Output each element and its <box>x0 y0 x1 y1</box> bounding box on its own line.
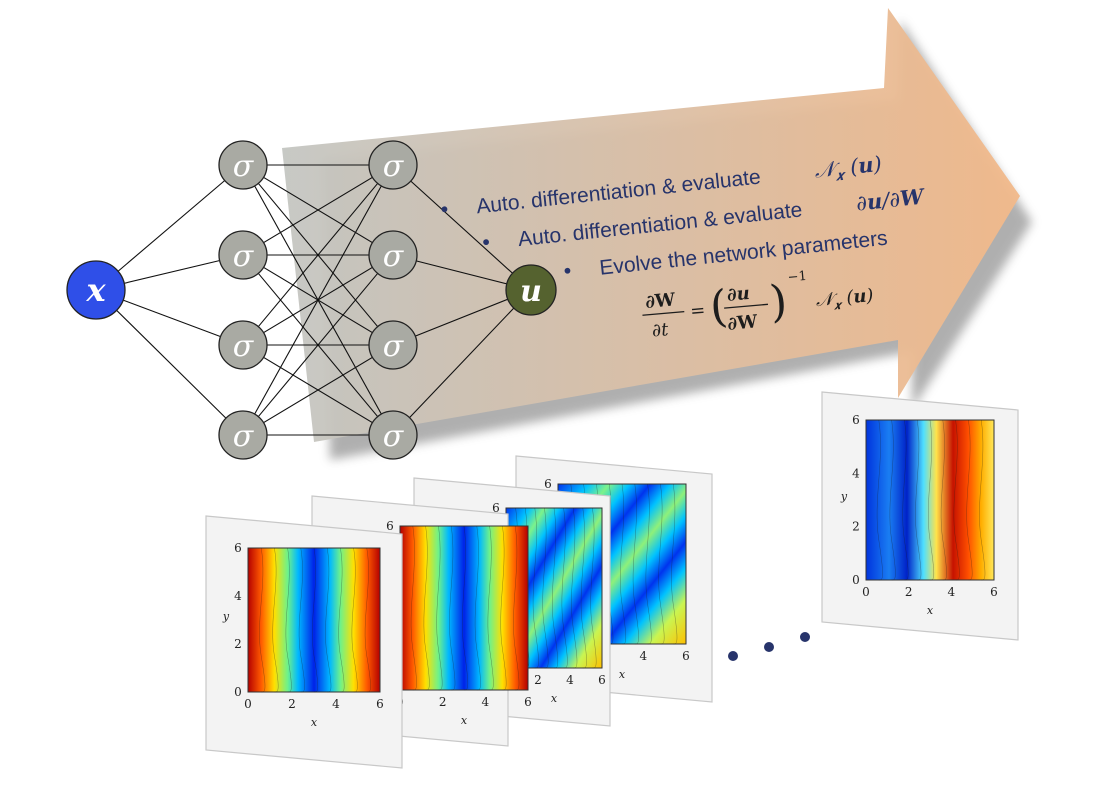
network-edge <box>242 344 394 436</box>
snapshot-2-xtick: 6 <box>524 695 532 709</box>
svg-text:): ) <box>768 276 790 328</box>
snapshot-3-xtick: 6 <box>598 673 606 687</box>
snapshot-3-xlabel: x <box>551 692 558 705</box>
snapshot-final-xtick: 6 <box>990 585 998 599</box>
snapshot-1-ytick: 2 <box>234 637 242 651</box>
svg-text:∂W: ∂W <box>727 311 759 335</box>
network-edge <box>95 289 244 436</box>
snapshot-4-xtick: 6 <box>682 649 690 663</box>
big-arrow <box>282 8 1032 460</box>
snapshot-2-xtick: 4 <box>482 695 490 709</box>
snapshot-1-ytick: 0 <box>234 685 242 699</box>
hidden-node-l2-4: σ <box>368 410 418 460</box>
svg-text:−1: −1 <box>787 269 807 286</box>
snapshot-2-xtick: 2 <box>439 695 447 709</box>
hidden-node-l1-4: σ <box>218 410 268 460</box>
network-edge <box>242 164 394 346</box>
bullet-marker-1: • <box>437 197 451 222</box>
input-node-x-label: x <box>85 271 106 309</box>
ellipsis-dot-2 <box>764 642 774 652</box>
snapshot-1-xtick: 6 <box>376 697 384 711</box>
hidden-node-l1-1-label: σ <box>233 149 255 184</box>
hidden-node-l2-3-label: σ <box>383 329 405 364</box>
hidden-node-l2-3: σ <box>368 320 418 370</box>
snapshot-final: 0 2 4 6 0 2 4 6 x y <box>821 391 1019 641</box>
ellipsis-dot-3 <box>800 632 810 642</box>
network-edge <box>242 164 394 436</box>
hidden-node-l2-2-label: σ <box>383 239 405 274</box>
hidden-node-l2-4-label: σ <box>383 419 405 454</box>
input-node-x: x <box>66 260 126 320</box>
svg-text:=: = <box>689 300 706 322</box>
hidden-node-l1-4-label: σ <box>233 419 255 454</box>
network-edge <box>95 164 244 291</box>
snapshot-1-ytick: 6 <box>234 541 242 555</box>
snapshot-3-ytick: 6 <box>492 501 500 515</box>
output-node-u-label: u <box>520 274 542 309</box>
hidden-node-l1-1: σ <box>218 140 268 190</box>
ellipsis-dot-1 <box>728 651 738 661</box>
snapshot-final-xtick: 0 <box>862 585 870 599</box>
snapshot-final-xlabel: x <box>927 604 934 617</box>
snapshot-1-xtick: 0 <box>244 697 252 711</box>
snapshot-1-ytick: 4 <box>234 589 242 603</box>
hidden-node-l1-3-label: σ <box>233 329 255 364</box>
snapshot-final-xtick: 2 <box>905 585 913 599</box>
snapshot-3-xtick: 2 <box>534 673 542 687</box>
svg-text:(: ( <box>708 281 730 333</box>
snapshot-1-contour <box>247 547 381 693</box>
snapshot-1-ylabel: y <box>222 610 230 623</box>
snapshot-3-xtick: 4 <box>566 673 574 687</box>
snapshot-final-ytick: 2 <box>852 520 860 534</box>
network-edge <box>392 164 532 291</box>
ellipsis-dots <box>728 632 810 661</box>
snapshot-final-xtick: 4 <box>948 585 956 599</box>
snapshot-4-xlabel: x <box>619 668 626 681</box>
bullet-marker-2: • <box>479 230 493 255</box>
snapshot-1-xtick: 4 <box>332 697 340 711</box>
svg-text:∂W: ∂W <box>644 289 676 313</box>
network-nodes: x σ σ σ σ σ σ σ σ u <box>66 140 557 460</box>
snapshot-1-xtick: 2 <box>288 697 296 711</box>
snapshot-2-xlabel: x <box>461 714 468 727</box>
hidden-node-l2-2: σ <box>368 230 418 280</box>
snapshot-4-xtick: 4 <box>640 649 648 663</box>
hidden-node-l1-2-label: σ <box>233 239 255 274</box>
network-edge <box>392 289 532 436</box>
snapshot-final-ylabel: y <box>840 490 848 503</box>
snapshot-final-ytick: 4 <box>852 466 860 480</box>
network-edge <box>242 254 394 436</box>
hidden-node-l1-3: σ <box>218 320 268 370</box>
snapshot-4-ytick: 6 <box>544 477 552 491</box>
network-edge <box>242 164 394 256</box>
hidden-node-l1-2: σ <box>218 230 268 280</box>
snapshot-1-xlabel: x <box>311 716 318 729</box>
snapshot-1: 0 2 4 6 0 2 4 6 x y <box>205 515 403 769</box>
output-node-u: u <box>505 264 557 316</box>
snapshot-panels: 02460246xy02460246xy02460246xy02460246xy… <box>205 391 1019 769</box>
snapshot-final-ytick: 6 <box>852 413 860 427</box>
arrow-body <box>282 8 1020 442</box>
bullet-marker-3: • <box>560 259 574 284</box>
snapshot-2-contour <box>399 525 529 691</box>
svg-text:∂t: ∂t <box>651 319 670 341</box>
snapshot-2-ytick: 6 <box>386 519 394 533</box>
snapshot-final-contour <box>865 419 995 581</box>
hidden-node-l2-1-label: σ <box>383 149 405 184</box>
snapshot-final-ytick: 0 <box>852 573 860 587</box>
hidden-node-l2-1: σ <box>368 140 418 190</box>
svg-text:∂u: ∂u <box>726 283 750 306</box>
